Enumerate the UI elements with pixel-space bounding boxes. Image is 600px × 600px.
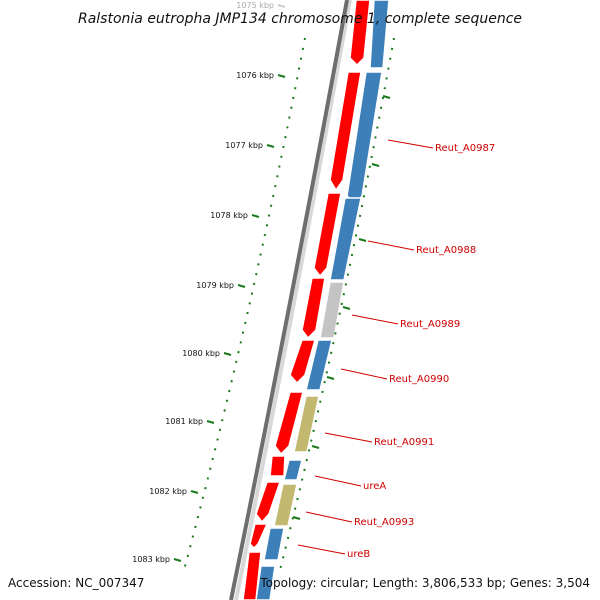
gene-label-leader	[305, 511, 353, 523]
tick-mark	[237, 284, 246, 288]
tick-label: 1079 kbp	[196, 281, 234, 290]
gene-gray-1	[319, 281, 345, 339]
tick-label: 1075 kbp	[236, 1, 274, 10]
gene-red-8	[255, 481, 282, 524]
tick-mark-inner	[371, 163, 380, 167]
gene-label-leader	[324, 432, 373, 443]
tick-mark	[277, 4, 286, 8]
gene-red-5	[289, 339, 316, 385]
reverse-genes	[255, 0, 390, 600]
tick-mark-inner	[382, 95, 391, 99]
gene-label[interactable]: Reut_A0993	[354, 517, 414, 528]
gene-red-4	[301, 277, 326, 340]
tick-label: 1082 kbp	[149, 487, 187, 496]
forward-genes	[242, 0, 371, 600]
tick-mark-inner	[342, 306, 351, 310]
gene-label[interactable]: Reut_A0990	[389, 374, 449, 385]
tick-mark-inner	[326, 376, 335, 380]
tick-mark	[277, 74, 286, 78]
gene-label[interactable]: Reut_A0991	[374, 437, 434, 448]
tick-mark	[266, 144, 275, 148]
gene-label-leader	[297, 544, 346, 555]
tick-mark-inner	[358, 238, 367, 242]
gene-red-10	[242, 551, 262, 600]
gene-blue-1	[369, 0, 390, 69]
gene-blue-6	[263, 527, 285, 561]
tick-mark	[251, 214, 260, 218]
gene-label[interactable]: Reut_A0988	[416, 245, 476, 256]
gene-red-3	[313, 192, 342, 278]
tick-label: 1076 kbp	[236, 71, 274, 80]
gene-blue-7	[255, 565, 276, 600]
gene-label-leader	[314, 475, 362, 487]
gene-red-9	[249, 523, 269, 550]
gene-blue-5	[283, 459, 303, 481]
accession-text: Accession: NC_007347	[8, 576, 144, 590]
ruler-dots-right	[279, 37, 395, 571]
tick-mark	[206, 420, 215, 424]
tick-mark	[190, 490, 199, 494]
tick-mark	[173, 558, 182, 562]
gene-tan-1	[293, 395, 320, 453]
gene-blue-4	[305, 339, 333, 391]
gene-tan-2	[273, 483, 298, 527]
backbone-outer	[234, 0, 352, 600]
gene-red-1	[349, 0, 371, 67]
gene-label-leader	[340, 368, 388, 380]
tick-mark	[223, 352, 232, 356]
gene-blue-3	[329, 197, 362, 281]
gene-label[interactable]: Reut_A0987	[435, 143, 495, 154]
kbp-ticks: 1075 kbp 1076 kbp 1077 kbp 1078 kbp 1079 kbp…	[132, 1, 391, 564]
gene-label[interactable]: ureA	[363, 481, 386, 492]
gene-red-7	[269, 455, 286, 477]
tick-mark-inner	[292, 516, 301, 520]
gene-labels: Reut_A0987 Reut_A0988 Reut_A0989 Reut_A0990…	[297, 139, 495, 560]
map-title: Ralstonia eutropha JMP134 chromosome 1, …	[78, 11, 522, 27]
gene-red-2	[329, 71, 362, 192]
gene-red-6	[274, 391, 304, 456]
backbone-line	[229, 0, 349, 600]
gene-label-leader	[351, 314, 399, 325]
gene-label-leader	[387, 139, 434, 149]
topology-text: Topology: circular; Length: 3,806,533 bp…	[259, 576, 590, 590]
tick-label: 1078 kbp	[210, 211, 248, 220]
tick-label: 1077 kbp	[225, 141, 263, 150]
gene-label-leader	[367, 240, 415, 251]
gene-label[interactable]: ureB	[347, 549, 370, 560]
tick-label: 1081 kbp	[165, 417, 203, 426]
tick-label: 1080 kbp	[182, 349, 220, 358]
tick-mark-inner	[311, 445, 320, 449]
tick-label: 1083 kbp	[132, 555, 170, 564]
gene-label[interactable]: Reut_A0989	[400, 319, 460, 330]
